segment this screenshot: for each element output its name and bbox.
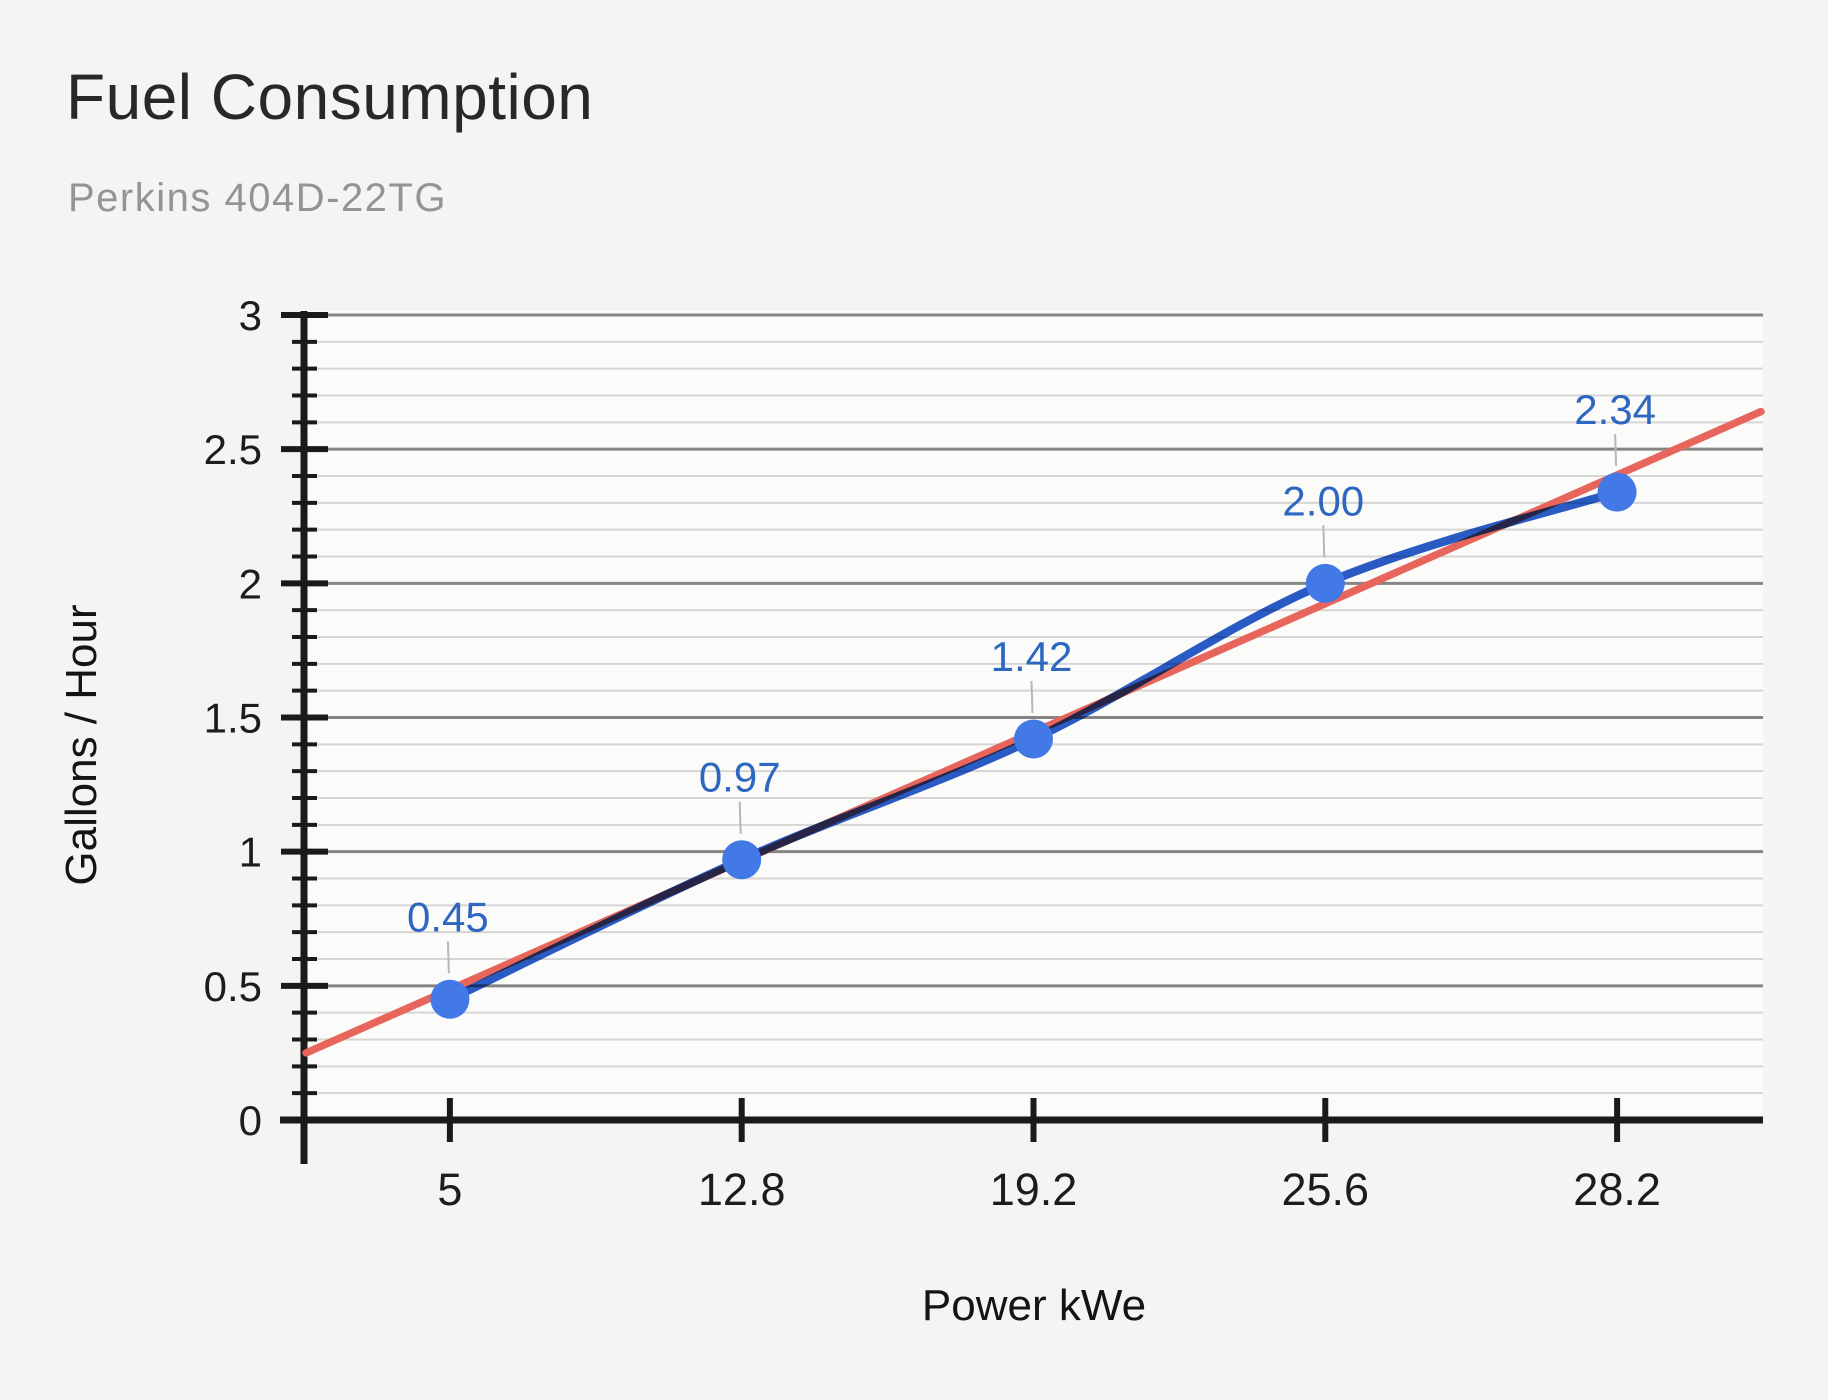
- point-value-label: 0.97: [699, 754, 781, 801]
- major-gridlines: [307, 313, 1763, 988]
- data-point[interactable]: [1305, 563, 1345, 603]
- point-value-label: 0.45: [407, 893, 489, 940]
- chart-title: Fuel Consumption: [66, 61, 594, 133]
- x-tick-label: 19.2: [990, 1164, 1078, 1215]
- axes: 0 0.5 1 1.5 2 2.5 3 5 12.8 19.2 25.6 28.2: [204, 292, 1763, 1215]
- x-tick-label: 25.6: [1282, 1164, 1370, 1215]
- y-tick-label: 0.5: [204, 963, 262, 1010]
- y-tick-label: 1: [239, 829, 262, 876]
- label-callout-line: [1030, 680, 1034, 713]
- point-value-label: 2.34: [1574, 386, 1656, 433]
- data-points: [430, 472, 1637, 1019]
- y-tick-label: 1.5: [204, 695, 262, 742]
- data-point[interactable]: [1014, 719, 1053, 759]
- x-tick-label: 12.8: [698, 1164, 786, 1215]
- y-axis-title: Gallons / Hour: [57, 604, 106, 885]
- y-tick-label: 0: [239, 1097, 262, 1144]
- x-axis-title: Power kWe: [922, 1281, 1146, 1330]
- label-callouts: [446, 434, 1618, 974]
- data-point[interactable]: [722, 840, 762, 880]
- y-tick-label: 3: [239, 292, 262, 339]
- data-point[interactable]: [1597, 472, 1637, 512]
- label-callout-line: [1614, 434, 1618, 467]
- plot-area: [304, 311, 1763, 1120]
- label-callout-line: [738, 801, 742, 834]
- x-tick-label: 28.2: [1573, 1164, 1661, 1215]
- label-callout-line: [1322, 525, 1326, 558]
- y-tick-label: 2.5: [204, 426, 262, 473]
- data-point[interactable]: [430, 979, 470, 1019]
- point-value-label: 1.42: [991, 633, 1073, 680]
- point-value-label: 2.00: [1282, 477, 1364, 524]
- x-tick-label: 5: [437, 1164, 462, 1215]
- label-callout-line: [446, 941, 450, 974]
- chart-subtitle: Perkins 404D-22TG: [68, 176, 447, 220]
- y-tick-label: 2: [239, 560, 262, 607]
- data-labels: 0.45 0.97 1.42 2.00 2.34: [407, 386, 1656, 940]
- plot-area-background: [304, 311, 1763, 1120]
